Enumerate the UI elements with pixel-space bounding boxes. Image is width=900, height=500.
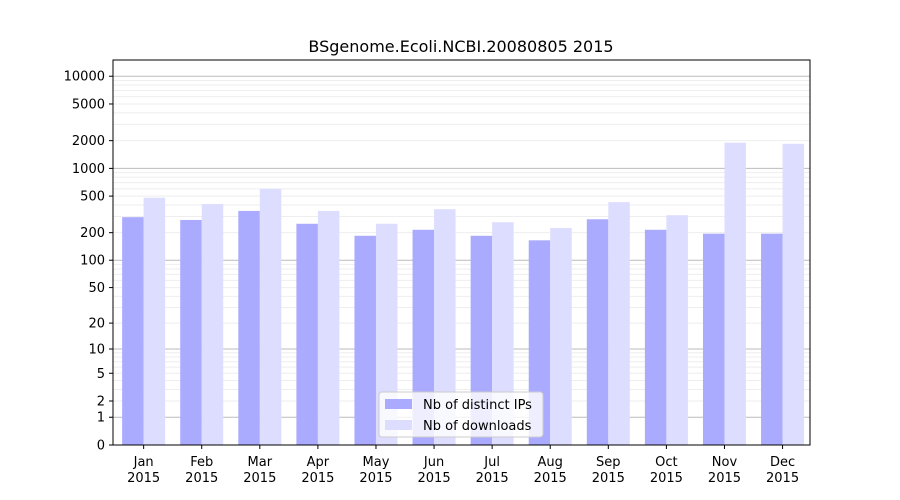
- x-tick-label: Aug 2015: [534, 455, 567, 486]
- y-tick-label: 2000: [72, 134, 105, 149]
- legend-swatch: [385, 420, 412, 430]
- bar-downloads: [259, 188, 282, 446]
- bar-distinct-ips: [354, 235, 376, 445]
- y-tick-label: 5: [97, 367, 105, 382]
- legend: Nb of distinct IPs Nb of downloads: [378, 391, 544, 438]
- y-tick-label: 20: [88, 317, 105, 332]
- x-tick-label: Jul 2015: [476, 455, 509, 486]
- y-tick-label: 50: [88, 281, 105, 296]
- y-tick-label: 1000: [72, 162, 105, 177]
- legend-box: [378, 391, 544, 438]
- y-tick-label: 200: [80, 226, 105, 241]
- bar-downloads: [666, 215, 688, 445]
- legend-swatch: [385, 399, 412, 409]
- bar-distinct-ips: [238, 210, 260, 445]
- bar-downloads: [375, 223, 398, 445]
- y-tick-label: 2: [97, 395, 105, 410]
- legend-label: Nb of downloads: [423, 419, 532, 434]
- legend-label: Nb of distinct IPs: [423, 398, 532, 413]
- y-tick-label: 0: [97, 439, 105, 454]
- bar-distinct-ips: [702, 233, 725, 445]
- plot-frame: [112, 59, 811, 446]
- bar-downloads: [782, 143, 805, 445]
- x-tick-label: Nov 2015: [708, 455, 741, 486]
- x-tick-label: Jun 2015: [418, 455, 451, 486]
- bar-distinct-ips: [761, 233, 783, 445]
- bar-downloads: [608, 202, 630, 445]
- bar-downloads: [724, 142, 746, 446]
- y-tick-label: 10000: [64, 70, 105, 85]
- y-tick-label: 100: [80, 254, 105, 269]
- x-tick-label: Mar 2015: [243, 455, 276, 486]
- x-tick-label: Dec 2015: [766, 455, 799, 486]
- x-axis: Jan 2015 Feb 2015 Mar 2015 Apr 2015 May 2015 Jun 20…: [127, 445, 799, 486]
- bar-downloads: [434, 209, 456, 445]
- bar-distinct-ips: [296, 223, 318, 445]
- y-tick-label: 5000: [72, 97, 105, 112]
- y-tick-label: 10: [88, 342, 105, 357]
- bar-downloads: [550, 227, 572, 445]
- bar-distinct-ips: [180, 219, 202, 445]
- x-tick-label: Jan 2015: [127, 455, 160, 486]
- bar-distinct-ips: [586, 219, 609, 445]
- grid-lines: [113, 75, 810, 418]
- x-tick-label: Oct 2015: [650, 455, 683, 486]
- bar-downloads: [201, 204, 224, 445]
- bar-distinct-ips: [412, 229, 435, 445]
- chart-title: BSgenome.Ecoli.NCBI.20080805 2015: [308, 37, 613, 56]
- y-tick-label: 500: [80, 190, 105, 205]
- bars: [122, 142, 805, 446]
- x-tick-label: Feb 2015: [185, 455, 218, 486]
- bar-downloads: [317, 210, 340, 445]
- x-tick-label: May 2015: [359, 455, 392, 486]
- bar-downloads: [492, 222, 514, 445]
- bar-distinct-ips: [122, 217, 144, 445]
- x-tick-label: Sep 2015: [592, 455, 625, 486]
- y-axis: 0 12 5 10 20 50 100 200 500 1000 2000 5000 10000: [64, 70, 113, 454]
- x-tick-label: Apr 2015: [301, 455, 334, 486]
- bar-distinct-ips: [644, 229, 667, 445]
- y-tick-label: 1: [97, 411, 105, 426]
- bar-downloads: [143, 197, 166, 445]
